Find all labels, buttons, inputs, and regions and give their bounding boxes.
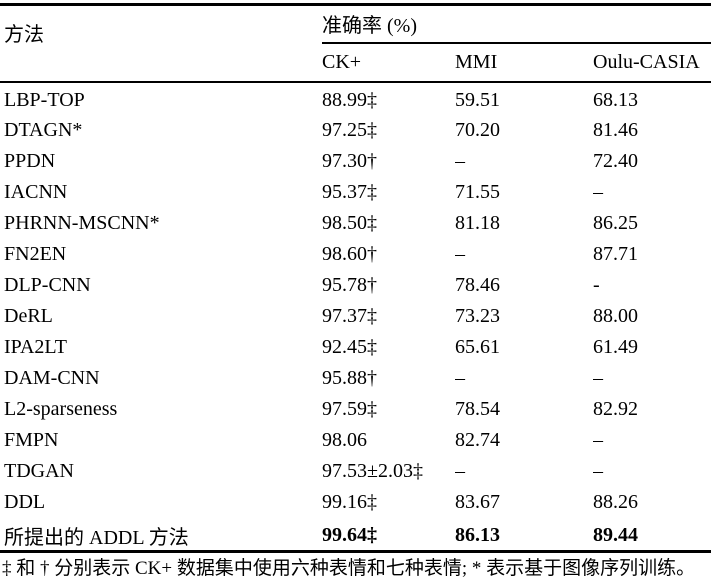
col-header-mmi: MMI: [455, 42, 593, 83]
mmi-value-cell: 59.51: [455, 88, 500, 111]
ck-value-cell: 95.37‡: [322, 181, 377, 203]
oulu-value-cell: 87.71: [593, 243, 638, 265]
method-cell: 所提出的 ADDL 方法: [4, 526, 189, 549]
mmi-value-cell: 86.13: [455, 523, 500, 546]
method-cell: DeRL: [4, 305, 53, 327]
oulu-value-cell: –: [593, 367, 603, 389]
mmi-value-cell: 70.20: [455, 119, 500, 141]
ck-value-cell: 97.30†: [322, 150, 377, 172]
oulu-value-cell: 68.13: [593, 88, 638, 111]
oulu-value-cell: -: [593, 274, 600, 296]
method-cell: TDGAN: [4, 460, 74, 482]
method-cell: FMPN: [4, 429, 59, 451]
results-table: 方法 准确率 (%) CK+ MMI Oulu-CASIA LBP-TOP 88…: [0, 3, 711, 553]
ck-value-cell: 97.25‡: [322, 119, 377, 141]
method-cell: L2-sparseness: [4, 398, 118, 420]
oulu-value-cell: –: [593, 429, 603, 451]
table-row: IACNN 95.37‡ 71.55 –: [0, 175, 711, 206]
oulu-value-cell: –: [593, 460, 603, 482]
mmi-value-cell: 73.23: [455, 305, 500, 327]
table-row: FN2EN 98.60† – 87.71: [0, 237, 711, 268]
mmi-value-cell: –: [455, 460, 465, 482]
method-cell: PPDN: [4, 150, 56, 172]
oulu-value-cell: 88.26: [593, 491, 638, 513]
ck-value-cell: 88.99‡: [322, 88, 377, 111]
mmi-value-cell: 78.54: [455, 398, 500, 420]
group-header-row: 方法 准确率 (%): [0, 4, 711, 83]
mmi-value-cell: 78.46: [455, 274, 500, 296]
method-cell: PHRNN-MSCNN*: [4, 212, 160, 234]
ck-value-cell: 98.50‡: [322, 212, 377, 234]
method-cell: FN2EN: [4, 243, 67, 265]
mmi-value-cell: –: [455, 243, 465, 265]
oulu-value-cell: 61.49: [593, 336, 638, 358]
table-row: PPDN 97.30† – 72.40: [0, 144, 711, 175]
table-row: DAM-CNN 95.88† – –: [0, 361, 711, 392]
method-cell: DAM-CNN: [4, 367, 100, 389]
table-row-proposed: 所提出的 ADDL 方法 99.64‡ 86.13 89.44: [0, 516, 711, 552]
ck-value-cell: 98.60†: [322, 243, 377, 265]
table-row: PHRNN-MSCNN* 98.50‡ 81.18 86.25: [0, 206, 711, 237]
col-header-method: 方法: [0, 4, 322, 83]
ck-value-cell: 92.45‡: [322, 336, 377, 358]
ck-value-cell: 95.88†: [322, 367, 377, 389]
ck-value-cell: 97.37‡: [322, 305, 377, 327]
mmi-value-cell: 71.55: [455, 181, 500, 203]
table-row: L2-sparseness 97.59‡ 78.54 82.92: [0, 392, 711, 423]
col-header-oulu-casia: Oulu-CASIA: [593, 42, 711, 83]
oulu-value-cell: 72.40: [593, 150, 638, 172]
method-cell: DDL: [4, 491, 46, 513]
col-header-ck: CK+: [322, 42, 455, 83]
table-row: LBP-TOP 88.99‡ 59.51 68.13: [0, 82, 711, 113]
table-row: FMPN 98.06 82.74 –: [0, 423, 711, 454]
method-cell: IACNN: [4, 181, 68, 203]
table-row: TDGAN 97.53±2.03‡ – –: [0, 454, 711, 485]
mmi-value-cell: 81.18: [455, 212, 500, 234]
table-body: LBP-TOP 88.99‡ 59.51 68.13 DTAGN* 97.25‡…: [0, 82, 711, 552]
method-cell: LBP-TOP: [4, 88, 85, 111]
ck-value-cell: 99.64‡: [322, 523, 377, 546]
mmi-value-cell: –: [455, 367, 465, 389]
oulu-value-cell: –: [593, 181, 603, 203]
ck-value-cell: 97.59‡: [322, 398, 377, 420]
table-header: 方法 准确率 (%) CK+ MMI Oulu-CASIA: [0, 4, 711, 83]
ck-value-cell: 95.78†: [322, 274, 377, 296]
method-cell: DLP-CNN: [4, 274, 91, 296]
method-cell: DTAGN*: [4, 119, 83, 141]
table-row: DDL 99.16‡ 83.67 88.26: [0, 485, 711, 516]
mmi-value-cell: 82.74: [455, 429, 500, 451]
oulu-value-cell: 81.46: [593, 119, 638, 141]
oulu-value-cell: 88.00: [593, 305, 638, 327]
ck-value-cell: 97.53±2.03‡: [322, 460, 423, 482]
table-row: DTAGN* 97.25‡ 70.20 81.46: [0, 113, 711, 144]
table-row: IPA2LT 92.45‡ 65.61 61.49: [0, 330, 711, 361]
mmi-value-cell: 83.67: [455, 491, 500, 513]
oulu-value-cell: 82.92: [593, 398, 638, 420]
table-footnote: ‡ 和 † 分别表示 CK+ 数据集中使用六种表情和七种表情; * 表示基于图像…: [2, 557, 696, 579]
oulu-value-cell: 89.44: [593, 523, 638, 546]
method-cell: IPA2LT: [4, 336, 67, 358]
sub-header-row: CK+ MMI Oulu-CASIA: [0, 42, 711, 83]
table-row: DLP-CNN 95.78† 78.46 -: [0, 268, 711, 299]
table-row: DeRL 97.37‡ 73.23 88.00: [0, 299, 711, 330]
mmi-value-cell: –: [455, 150, 465, 172]
oulu-value-cell: 86.25: [593, 212, 638, 234]
ck-value-cell: 98.06: [322, 429, 367, 451]
mmi-value-cell: 65.61: [455, 336, 500, 358]
ck-value-cell: 99.16‡: [322, 491, 377, 513]
col-header-accuracy-group: 准确率 (%): [322, 4, 711, 44]
